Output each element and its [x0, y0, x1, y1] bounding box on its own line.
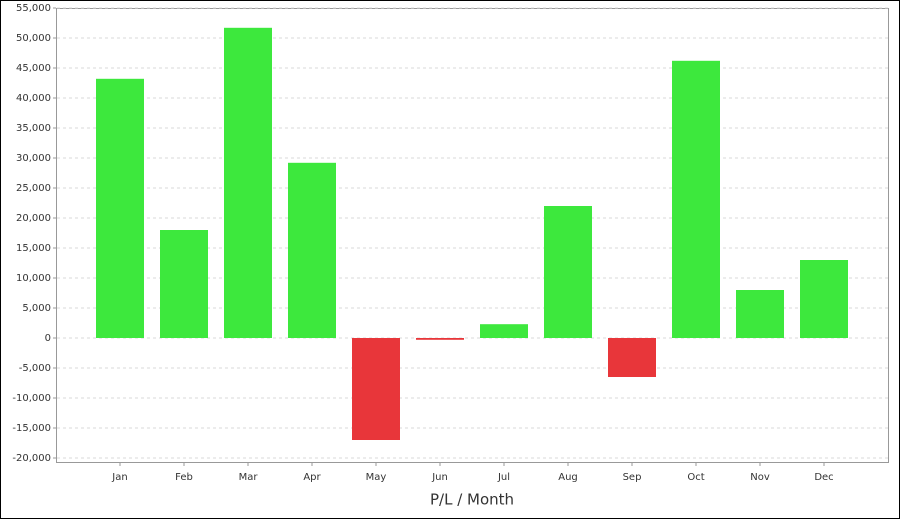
x-tick-label: Feb	[175, 472, 193, 483]
bar	[96, 78, 144, 339]
y-tick-label: -15,000	[12, 423, 51, 434]
y-tick-label: 20,000	[16, 213, 51, 224]
bar	[672, 60, 720, 339]
x-tick-label: Nov	[750, 472, 770, 483]
bar	[416, 338, 464, 340]
x-tick-label: Jul	[497, 472, 510, 483]
bar	[288, 162, 336, 338]
x-tick-label: Oct	[687, 472, 704, 483]
x-tick-label: Apr	[303, 472, 321, 483]
bar	[480, 324, 528, 338]
y-tick-label: 15,000	[16, 243, 51, 254]
y-tick-label: 35,000	[16, 123, 51, 134]
y-tick-label: 30,000	[16, 153, 51, 164]
x-tick-label: Mar	[239, 472, 259, 483]
x-tick-label: Sep	[623, 472, 642, 483]
x-axis-label: P/L / Month	[430, 491, 514, 509]
bar	[352, 338, 400, 440]
bar	[160, 230, 208, 338]
y-tick-label: 10,000	[16, 273, 51, 284]
y-tick-label: 0	[45, 333, 51, 344]
y-tick-label: 40,000	[16, 93, 51, 104]
bar	[544, 206, 592, 338]
x-tick-label: Aug	[558, 472, 578, 483]
y-tick-label: 45,000	[16, 63, 51, 74]
y-tick-label: 50,000	[16, 33, 51, 44]
bar	[608, 338, 656, 377]
y-tick-label: 5,000	[22, 303, 51, 314]
x-tick-label: Jun	[431, 472, 448, 483]
y-tick-label: 55,000	[16, 3, 51, 14]
x-tick-label: May	[366, 472, 387, 483]
y-tick-label: -5,000	[19, 363, 51, 374]
x-tick-label: Dec	[814, 472, 833, 483]
y-tick-label: 25,000	[16, 183, 51, 194]
bar	[800, 260, 848, 338]
y-tick-label: -20,000	[12, 453, 51, 464]
y-tick-label: -10,000	[12, 393, 51, 404]
x-tick-label: Jan	[111, 472, 127, 483]
bar	[224, 27, 272, 339]
bar	[736, 290, 784, 338]
